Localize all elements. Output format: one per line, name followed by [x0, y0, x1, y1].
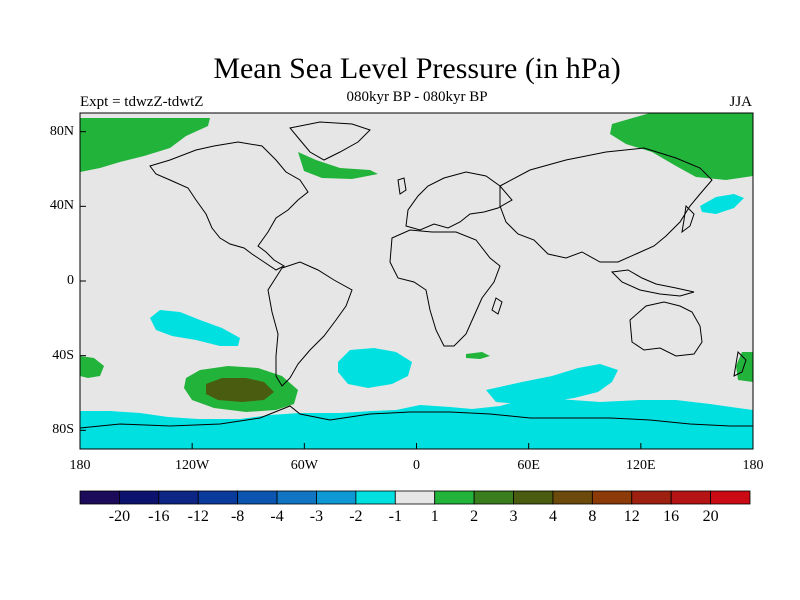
colorbar-label: -3 — [309, 508, 324, 525]
colorbar-label: -12 — [187, 508, 209, 525]
experiment-label: Expt = tdwzZ-tdwtZ — [80, 94, 204, 110]
coastlines — [80, 121, 753, 429]
colorbar-label: -20 — [108, 508, 131, 525]
colorbar-label: -16 — [148, 508, 170, 525]
axis-ticks — [79, 131, 754, 449]
colorbar-swatch — [79, 490, 120, 505]
contour-south-indian — [466, 352, 490, 359]
colorbar-swatch — [513, 490, 554, 505]
colorbar-swatch — [316, 490, 357, 505]
contour-greenland-sea — [298, 152, 378, 179]
lon-tick-label: 0 — [413, 458, 420, 473]
colorbar-swatch — [670, 490, 711, 505]
coastline-europe — [405, 171, 513, 231]
lat-tick-label: 40N — [49, 198, 74, 214]
contour-south-atlantic — [338, 348, 412, 388]
coastline-maritime-continent — [610, 269, 695, 297]
colorbar-swatch — [473, 490, 514, 505]
colorbar-label: -4 — [270, 508, 284, 525]
contour-southeast-pacific-core — [206, 378, 274, 402]
lon-tick-label: 120W — [175, 458, 210, 473]
colorbar-swatch — [631, 490, 672, 505]
lon-tick-label: 60W — [290, 458, 318, 473]
contour-arctic-canada — [80, 118, 210, 172]
coastline-madagascar — [491, 297, 503, 315]
colorbar-swatch — [197, 490, 239, 505]
contour-south-pacific — [150, 310, 240, 346]
pressure-contours — [80, 113, 753, 449]
lat-tick-label: 40S — [52, 347, 74, 363]
colorbar-label: -1 — [388, 508, 402, 525]
contour-southern-indian-ocean — [486, 364, 618, 404]
lon-tick-label: 180 — [69, 458, 91, 473]
coastline-africa — [389, 229, 501, 347]
lon-tick-label: 180 — [742, 458, 764, 473]
colorbar-swatch — [434, 490, 475, 505]
colorbar-label: 2 — [470, 508, 479, 525]
contour-tasman — [736, 352, 753, 382]
coastline-antarctica — [80, 405, 753, 429]
colorbar-label: 12 — [623, 508, 640, 525]
colorbar-swatch — [355, 490, 396, 505]
map-title: Mean Sea Level Pressure (in hPa) — [213, 52, 621, 85]
coastline-north-america — [149, 141, 309, 271]
map-background — [80, 113, 753, 449]
colorbar-label: -8 — [230, 508, 245, 525]
colorbar-swatch — [158, 490, 199, 505]
colorbar-label: -2 — [349, 508, 363, 525]
lat-tick-label: 0 — [67, 273, 74, 288]
map-panel — [79, 112, 754, 450]
coastline-australia — [629, 301, 703, 357]
coastline-japan — [681, 204, 695, 234]
colorbar-swatch — [394, 490, 436, 505]
contour-southern-ocean-ring — [80, 398, 753, 449]
colorbar-label: 3 — [509, 508, 518, 525]
coastline-greenland — [289, 121, 371, 161]
map-subtitle: 080kyr BP - 080kyr BP — [346, 89, 488, 105]
colorbar — [79, 490, 751, 505]
contour-siberia-arctic — [610, 113, 753, 180]
coastline-asia — [499, 147, 713, 263]
contour-south-atlantic-west — [80, 356, 104, 378]
lon-tick-label: 120E — [626, 458, 656, 473]
lat-tick-label: 80N — [49, 123, 74, 139]
colorbar-swatch — [710, 490, 751, 505]
colorbar-swatch — [552, 490, 593, 505]
coastline-south-america — [267, 261, 353, 387]
colorbar-swatch — [119, 490, 160, 505]
coastline-new-zealand — [733, 350, 747, 377]
season-label: JJA — [729, 94, 752, 110]
contour-north-pacific — [700, 194, 744, 214]
colorbar-label: 4 — [548, 508, 557, 525]
colorbar-swatch — [276, 490, 317, 505]
lon-tick-label: 60E — [517, 458, 540, 473]
colorbar-label: 8 — [588, 508, 597, 525]
colorbar-label: 16 — [663, 508, 680, 525]
colorbar-swatch — [591, 490, 633, 505]
coastline-uk — [397, 177, 407, 195]
colorbar-label: 20 — [702, 508, 719, 525]
colorbar-swatch — [237, 490, 278, 505]
lat-tick-label: 80S — [52, 422, 74, 438]
colorbar-label: 1 — [430, 508, 439, 525]
